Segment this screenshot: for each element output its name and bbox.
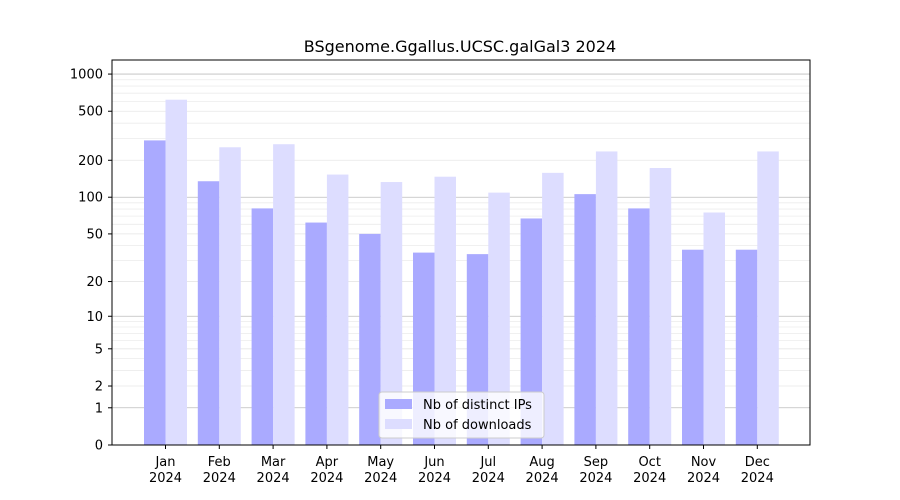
y-tick-label: 100 [78,191,103,206]
y-tick-label: 10 [86,310,103,325]
bar-downloads [488,192,510,445]
bar-distinct-ips [144,140,166,445]
x-tick-label: Apr 2024 [310,455,343,486]
bar-downloads [649,168,672,445]
x-tick-label: Jan 2024 [149,455,182,486]
legend-swatch-distinct-ips [385,399,412,409]
y-tick-label: 1 [95,401,103,416]
x-tick-label: May 2024 [364,455,397,486]
bar-distinct-ips [197,181,220,445]
x-tick-label: Nov 2024 [687,455,720,486]
x-axis: Jan 2024 Feb 2024 Mar 2024 Apr 2024 May 2024 Jun 20… [149,445,774,486]
bar-downloads [703,212,725,445]
y-tick-label: 5 [95,342,103,357]
chart-title: BSgenome.Ggallus.UCSC.galGal3 2024 [304,37,616,56]
x-tick-label: Aug 2024 [526,455,559,486]
bar-downloads [165,99,187,445]
legend-swatch-downloads [385,419,412,429]
y-tick-label: 0 [95,439,103,454]
legend-box [378,391,545,439]
y-tick-label: 20 [86,275,103,290]
x-tick-label: Jun 2024 [418,455,451,486]
x-tick-label: Sep 2024 [579,455,612,486]
bar-downloads [542,172,564,445]
y-tick-label: 1000 [70,68,103,83]
bar-downloads [434,176,456,445]
x-tick-label: Oct 2024 [633,455,666,486]
bar-distinct-ips [305,222,327,445]
x-tick-label: Dec 2024 [741,455,774,486]
bar-downloads [273,144,295,446]
y-axis: 0 1 2 5 10 20 50 100 200 500 1000 [70,68,112,454]
plot-area-frame [111,59,811,446]
bar-distinct-ips [520,218,543,445]
bar-distinct-ips [574,194,596,445]
legend-label-downloads: Nb of downloads [423,418,532,433]
legend-label-distinct-ips: Nb of distinct IPs [423,398,532,413]
y-tick-label: 500 [78,105,103,120]
bar-distinct-ips [682,249,704,445]
bar-downloads [757,151,779,446]
bar-downloads [380,182,403,445]
bar-downloads [326,174,349,446]
bar-distinct-ips [735,249,758,445]
bar-downloads [219,147,241,445]
bar-distinct-ips [628,208,650,445]
x-tick-label: Mar 2024 [257,455,290,486]
bar-distinct-ips [359,233,381,445]
x-tick-label: Jul 2024 [472,455,505,486]
y-tick-label: 200 [78,154,103,169]
legend: Nb of distinct IPs Nb of downloads [378,391,545,439]
bar-distinct-ips [251,208,274,445]
y-tick-label: 50 [86,227,103,242]
x-tick-label: Feb 2024 [203,455,236,486]
y-tick-label: 2 [95,380,103,395]
bar-downloads [595,151,618,446]
